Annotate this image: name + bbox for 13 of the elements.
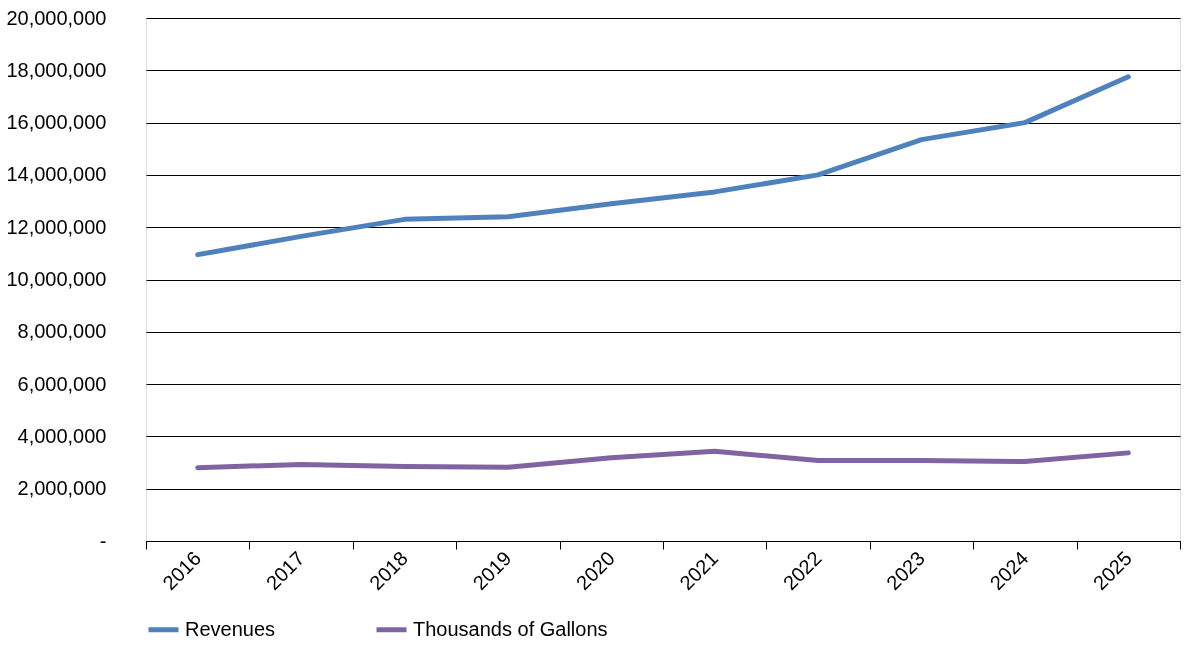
y-tick-label: 8,000,000 — [17, 320, 107, 343]
y-tick-label: 12,000,000 — [6, 215, 107, 238]
y-tick-label: 10,000,000 — [6, 268, 107, 290]
legend-label: Thousands of Gallons — [413, 617, 608, 640]
legend-label: Revenues — [185, 617, 276, 640]
y-tick-label: 2,000,000 — [17, 477, 107, 500]
y-tick-label: 14,000,000 — [6, 163, 107, 186]
y-tick-label: 20,000,000 — [6, 6, 107, 29]
y-tick-label: 6,000,000 — [17, 372, 107, 395]
y-tick-label: 4,000,000 — [17, 424, 107, 447]
y-tick-label: - — [99, 529, 107, 552]
y-tick-label: 16,000,000 — [6, 111, 107, 134]
y-tick-label: 18,000,000 — [6, 58, 107, 81]
